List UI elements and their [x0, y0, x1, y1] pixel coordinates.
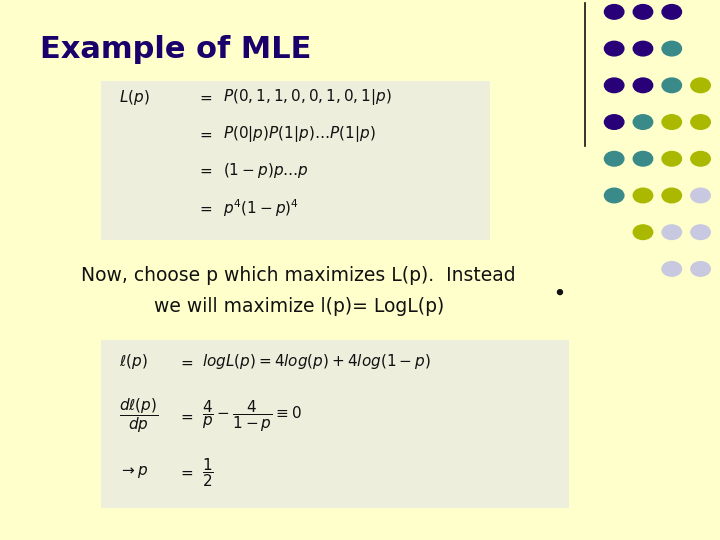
Circle shape	[634, 78, 653, 93]
Text: $logL(p) = 4log(p) + 4log(1-p)$: $logL(p) = 4log(p) + 4log(1-p)$	[202, 352, 431, 372]
Text: $\bullet$: $\bullet$	[552, 281, 564, 302]
Text: $\ell(p)$: $\ell(p)$	[119, 352, 148, 372]
Text: $P(0|p)P(1|p)\ldots P(1|p)$: $P(0|p)P(1|p)\ldots P(1|p)$	[223, 124, 376, 144]
Circle shape	[690, 78, 710, 93]
Circle shape	[634, 41, 653, 56]
Text: $=$: $=$	[197, 163, 213, 178]
Circle shape	[662, 5, 681, 19]
Circle shape	[662, 225, 681, 240]
Text: $L(p)$: $L(p)$	[119, 87, 150, 107]
Circle shape	[604, 151, 624, 166]
Text: $P(0,1,1,0,0,1,0,1|p)$: $P(0,1,1,0,0,1,0,1|p)$	[223, 87, 392, 107]
Circle shape	[662, 151, 681, 166]
Text: $\dfrac{4}{p} - \dfrac{4}{1-p} \equiv 0$: $\dfrac{4}{p} - \dfrac{4}{1-p} \equiv 0$	[202, 398, 302, 434]
Text: $(1-p)p\ldots p$: $(1-p)p\ldots p$	[223, 160, 309, 180]
FancyBboxPatch shape	[101, 81, 490, 240]
Text: we will maximize l(p)= LogL(p): we will maximize l(p)= LogL(p)	[153, 297, 444, 316]
Text: Example of MLE: Example of MLE	[40, 35, 311, 64]
Circle shape	[634, 5, 653, 19]
Circle shape	[604, 188, 624, 203]
Circle shape	[690, 261, 710, 276]
Circle shape	[634, 225, 653, 240]
Circle shape	[604, 5, 624, 19]
Circle shape	[690, 188, 710, 203]
Circle shape	[662, 114, 681, 129]
Text: $=$: $=$	[197, 200, 213, 215]
Circle shape	[604, 114, 624, 129]
Circle shape	[690, 151, 710, 166]
Circle shape	[662, 261, 681, 276]
Circle shape	[634, 188, 653, 203]
Text: $p^4(1-p)^4$: $p^4(1-p)^4$	[223, 197, 300, 219]
Circle shape	[690, 114, 710, 129]
Text: $\rightarrow p$: $\rightarrow p$	[119, 464, 148, 481]
Circle shape	[634, 151, 653, 166]
Text: $=$: $=$	[178, 408, 194, 423]
Circle shape	[604, 41, 624, 56]
Text: $=$: $=$	[178, 354, 194, 369]
Text: $\dfrac{1}{2}$: $\dfrac{1}{2}$	[202, 456, 213, 489]
Circle shape	[662, 41, 681, 56]
Text: Now, choose p which maximizes L(p).  Instead: Now, choose p which maximizes L(p). Inst…	[81, 266, 516, 285]
Text: $=$: $=$	[178, 465, 194, 480]
Circle shape	[690, 225, 710, 240]
Circle shape	[662, 188, 681, 203]
Text: $\dfrac{d\ell(p)}{dp}$: $\dfrac{d\ell(p)}{dp}$	[119, 396, 158, 435]
Text: $=$: $=$	[197, 126, 213, 141]
Circle shape	[662, 78, 681, 93]
FancyBboxPatch shape	[101, 340, 569, 508]
Circle shape	[604, 78, 624, 93]
Circle shape	[634, 114, 653, 129]
Text: $=$: $=$	[197, 90, 213, 105]
